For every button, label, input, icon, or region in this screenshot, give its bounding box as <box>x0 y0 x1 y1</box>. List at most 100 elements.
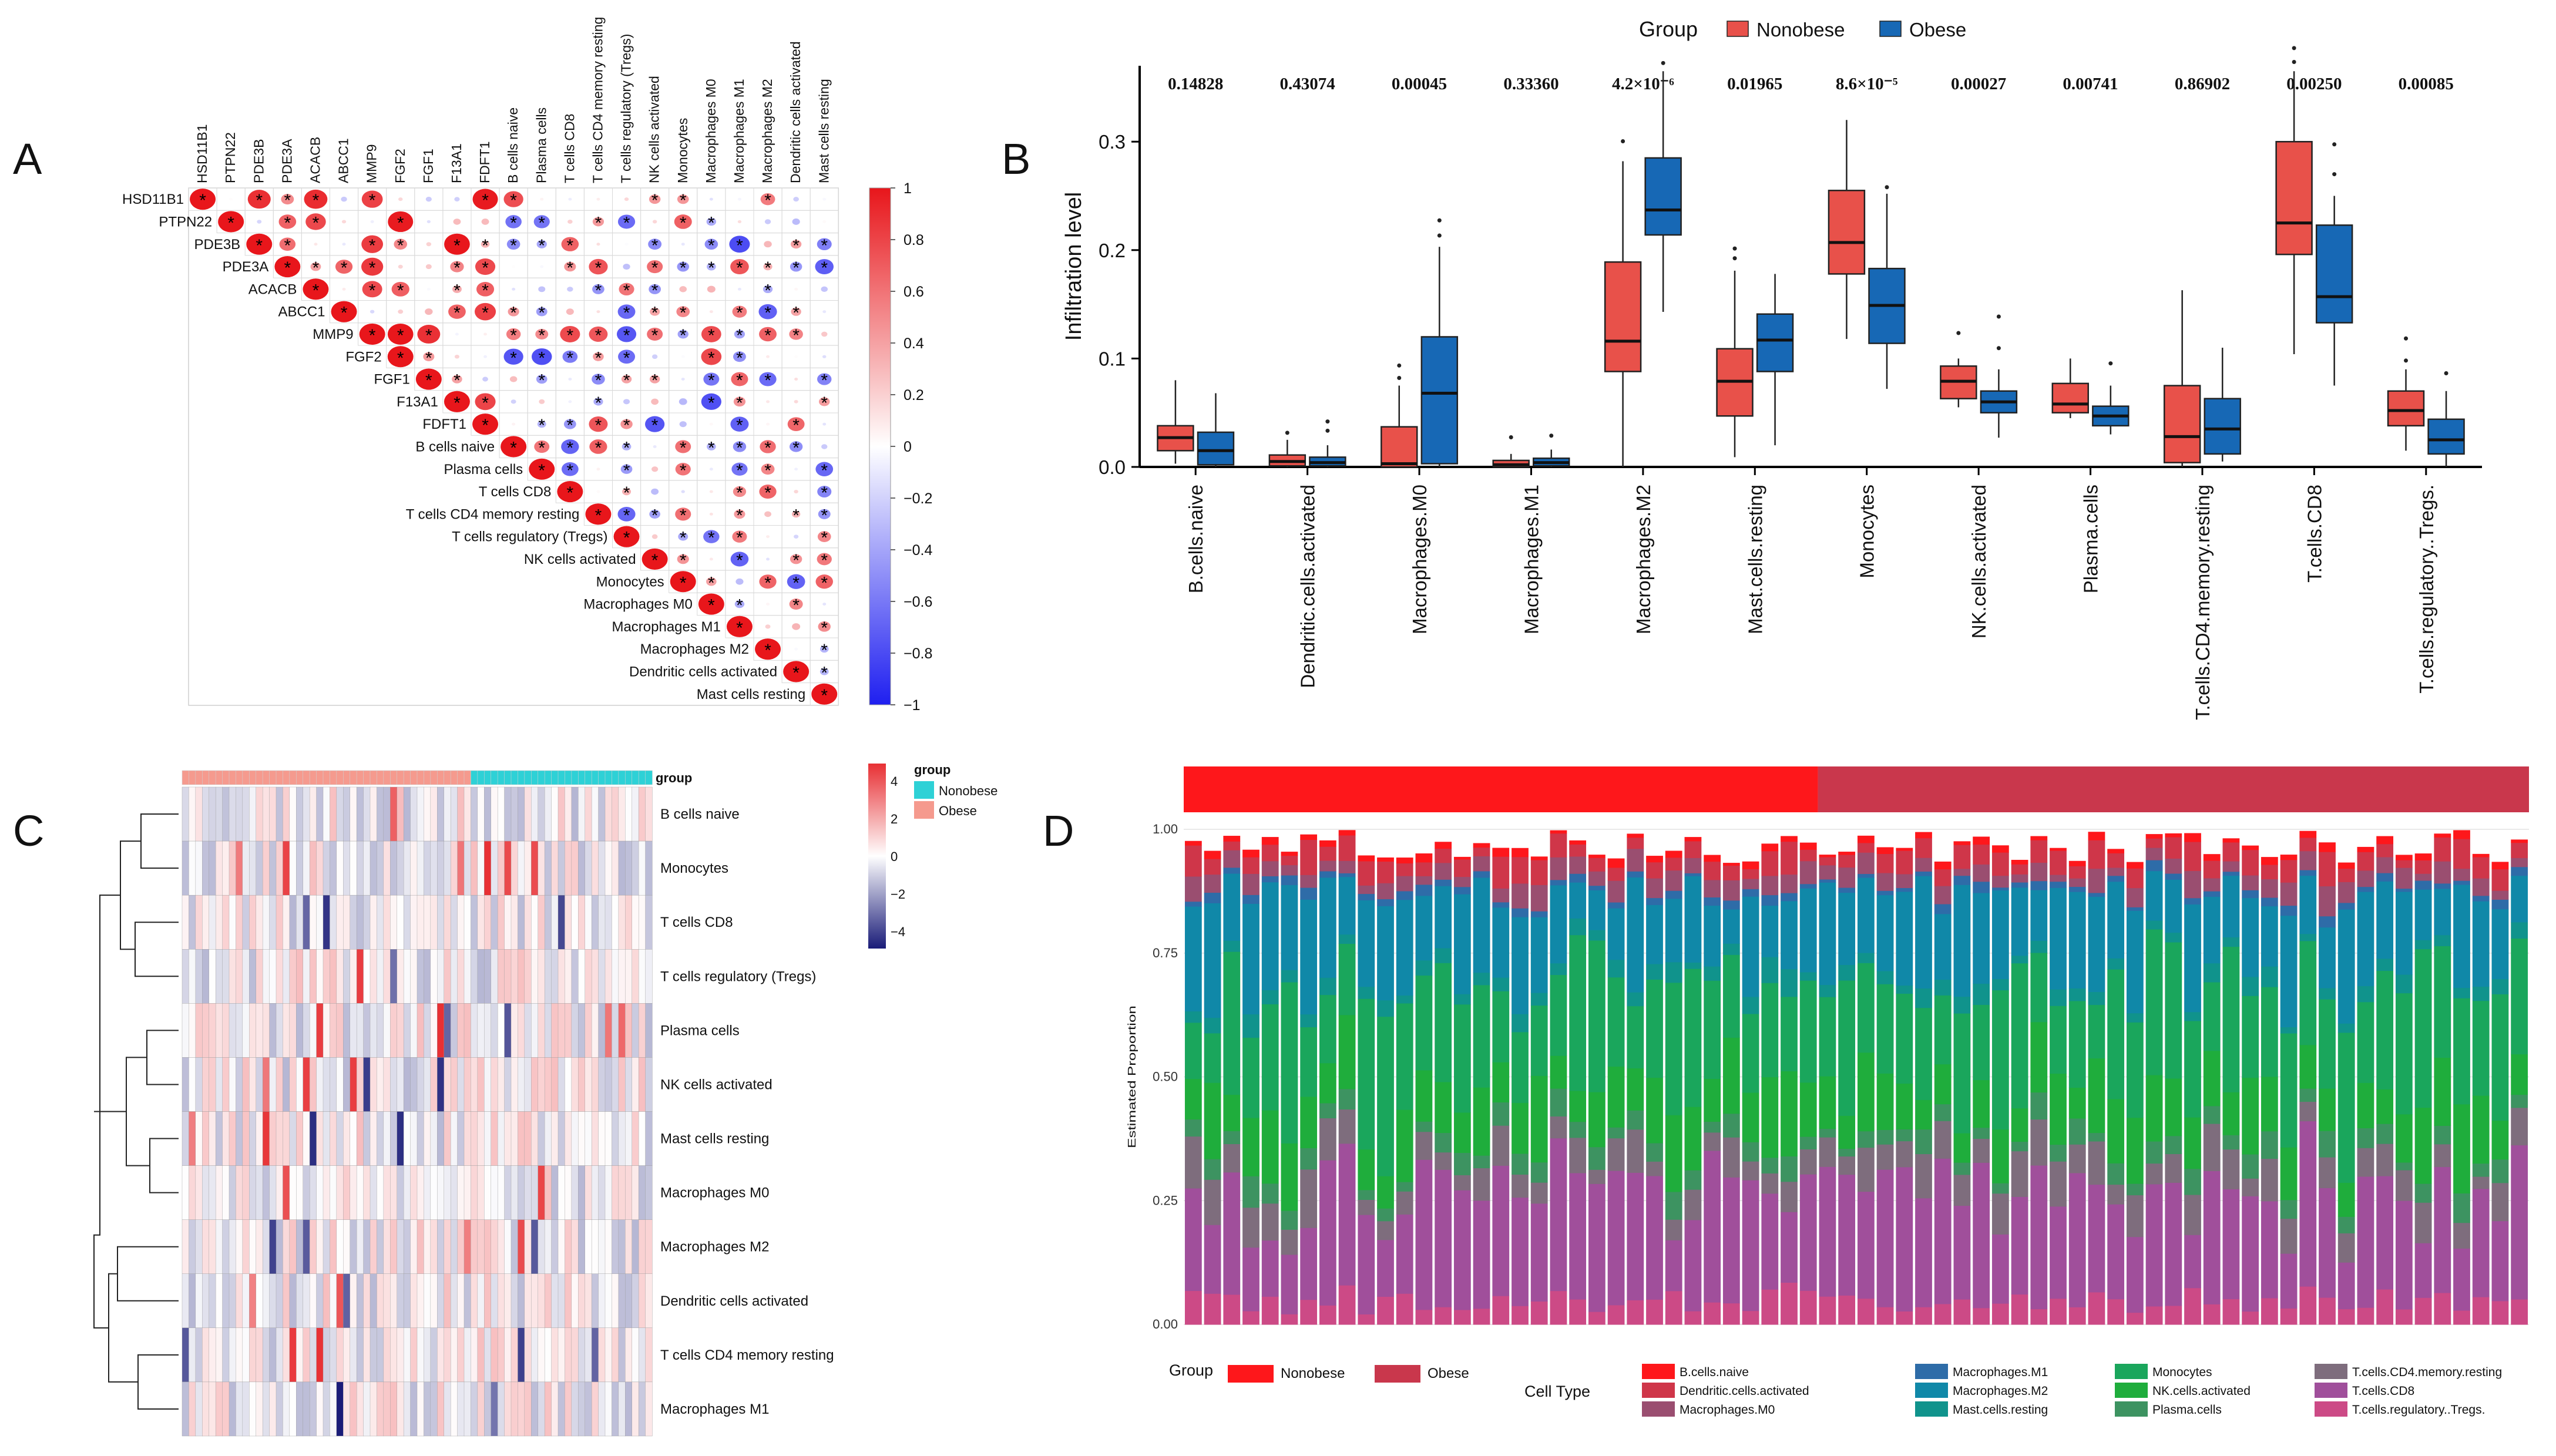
stacked-bar-segment <box>1742 1092 1759 1142</box>
significance-marker: * <box>482 191 489 210</box>
stacked-bar-segment <box>1915 1007 1932 1100</box>
significance-marker: * <box>792 438 800 458</box>
correlation-circle <box>641 548 668 570</box>
boxplot-panel: Group Nonobese Obese0.00.10.20.3Infiltrati… <box>1062 17 2482 720</box>
stacked-bar-segment <box>2414 1243 2432 1298</box>
colorbar-tick-label: −4 <box>891 924 905 939</box>
column-label: ABCC1 <box>336 138 351 183</box>
heatmap-cell <box>236 1057 243 1112</box>
heatmap-cell <box>303 1273 310 1329</box>
stacked-bar-segment <box>2145 860 2163 872</box>
stacked-bar-segment <box>1838 964 1856 981</box>
heatmap-cell <box>591 1057 599 1112</box>
heatmap-cell <box>383 1219 391 1274</box>
stacked-bar-segment <box>2107 969 2125 1099</box>
stacked-bar-segment <box>1396 899 1413 996</box>
dendrogram-branch <box>146 1030 179 1085</box>
stacked-bar-segment <box>2434 883 2451 889</box>
heatmap-cell <box>303 786 310 842</box>
correlation-circle <box>623 263 630 270</box>
y-tick-label: 0.50 <box>1153 1070 1178 1084</box>
correlation-circle <box>791 510 801 518</box>
heatmap-cell <box>410 895 418 950</box>
stacked-bar-segment <box>1838 892 1856 965</box>
stacked-bar-segment <box>2184 870 2201 899</box>
correlation-circle <box>817 238 832 251</box>
p-value-label: 0.00085 <box>2399 75 2454 93</box>
heatmap-cell <box>410 1381 418 1437</box>
correlation-circle <box>453 218 461 225</box>
legend-title: group <box>914 762 950 777</box>
stacked-bar-segment <box>1492 991 1510 1062</box>
stacked-bar-segment <box>1704 879 1721 898</box>
heatmap-cell <box>450 786 458 842</box>
stacked-bar-segment <box>2222 937 2240 947</box>
correlation-circle <box>766 400 770 403</box>
correlation-circle <box>703 530 720 543</box>
heatmap-cell <box>504 1219 512 1274</box>
legend-title: Group <box>1639 17 1698 41</box>
heatmap-cell <box>477 1219 485 1274</box>
heatmap-cell <box>437 840 445 896</box>
stacked-bar-segment <box>1684 1189 1702 1220</box>
significance-marker: * <box>538 304 545 323</box>
group-annotation-cell <box>477 770 485 785</box>
group-annotation-cell <box>430 770 438 785</box>
heatmap-cell <box>256 1057 263 1112</box>
stacked-bar-segment <box>1819 879 1836 883</box>
heatmap-cell <box>410 1111 418 1166</box>
heatmap-cell <box>350 1165 357 1220</box>
stacked-bar-segment <box>1934 1121 1952 1159</box>
heatmap-cell <box>544 840 552 896</box>
heatmap-cell <box>430 786 438 842</box>
stacked-bar-segment <box>2184 842 2201 871</box>
stacked-bar-segment <box>1876 847 1894 854</box>
stacked-bar-segment <box>2165 873 2182 880</box>
stacked-bar-segment <box>1915 858 1932 872</box>
heatmap-cell <box>377 786 384 842</box>
correlation-circle <box>679 286 687 292</box>
heatmap-cell <box>182 1327 190 1383</box>
stacked-bar-segment <box>2472 1163 2490 1177</box>
stacked-bar-segment <box>1261 1004 1279 1111</box>
heatmap-cell <box>471 1111 478 1166</box>
heatmap-cell <box>189 840 196 896</box>
significance-marker: * <box>708 371 715 391</box>
correlation-circle <box>729 236 750 253</box>
group-annotation-cell <box>618 770 626 785</box>
stacked-bar-segment <box>2145 920 2163 930</box>
heatmap-cell <box>491 1003 498 1058</box>
correlation-circle <box>737 287 741 291</box>
stacked-bar-segment <box>1204 1179 1221 1225</box>
heatmap-cell <box>410 1219 418 1274</box>
significance-marker: * <box>623 348 630 368</box>
correlation-circle <box>538 286 546 292</box>
y-axis-label: Estimated Proportion <box>1126 1006 1138 1148</box>
correlation-circle <box>789 328 803 340</box>
stacked-bar-segment <box>2511 866 2528 876</box>
stacked-bar-segment <box>2145 929 2163 1075</box>
heatmap-cell <box>518 1165 525 1220</box>
heatmap-cell <box>463 1165 472 1220</box>
heatmap-cell <box>215 895 223 950</box>
stacked-bar-segment <box>2414 889 2432 940</box>
group-annotation-cell <box>363 770 371 785</box>
stacked-bar-segment <box>1896 985 1913 994</box>
stacked-bar-segment <box>1761 875 1779 896</box>
heatmap-cell <box>578 786 586 842</box>
heatmap-cell <box>557 1273 566 1329</box>
stacked-bar-segment <box>1338 876 1356 935</box>
heatmap-cell <box>557 949 566 1004</box>
stacked-bar-segment <box>1261 1183 1279 1204</box>
stacked-bar-segment <box>2299 830 2317 838</box>
stacked-bar-segment <box>2088 868 2105 893</box>
row-label: B cells naive <box>415 439 495 455</box>
stacked-bar-segment <box>2511 875 2528 923</box>
heatmap-cell <box>585 1327 592 1383</box>
stacked-bar-segment <box>1512 1014 1529 1033</box>
correlation-circle <box>331 301 357 322</box>
heatmap-cell <box>182 1111 190 1166</box>
stacked-bar-segment <box>2395 974 2413 994</box>
stacked-bar-segment <box>1588 885 1606 890</box>
heatmap-cell <box>424 949 431 1004</box>
